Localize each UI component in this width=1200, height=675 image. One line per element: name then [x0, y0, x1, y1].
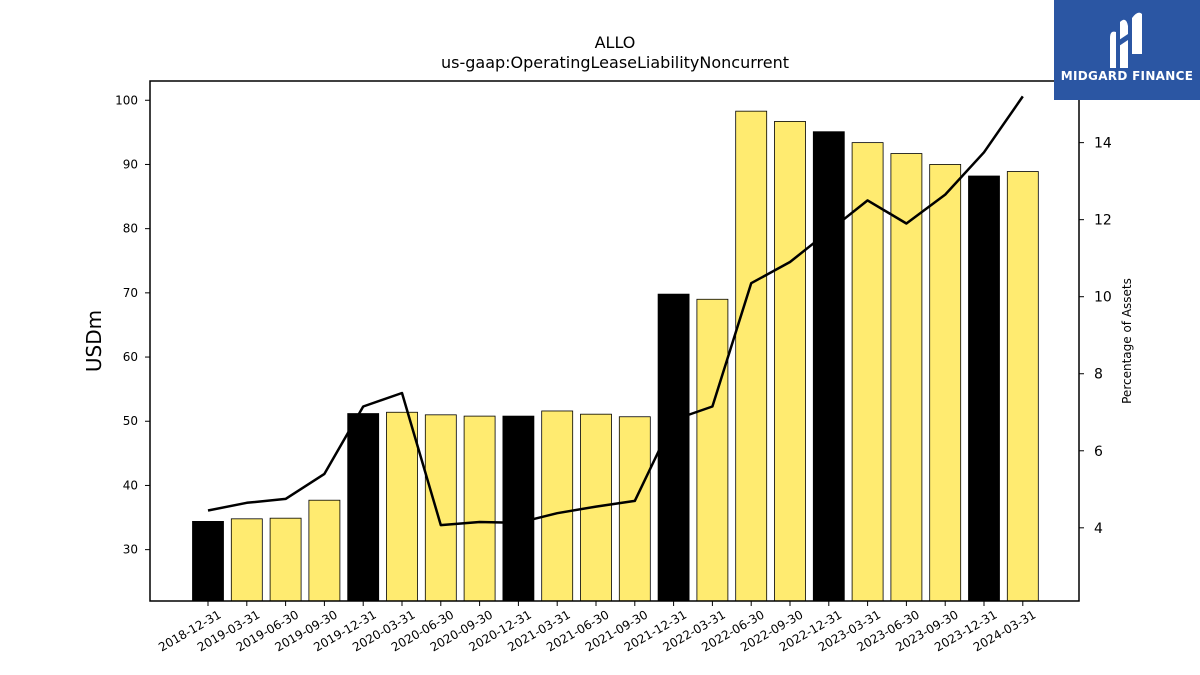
bar-2023-03-31 — [851, 142, 884, 602]
percentage-of-assets-line — [207, 95, 1024, 527]
right-axis: 4 6 8 10 12 14 — [1079, 136, 1112, 537]
plot-frame — [149, 80, 1080, 602]
y2-tick-label-4: 4 — [1094, 521, 1103, 537]
bar-2019-03-31 — [230, 518, 263, 602]
y2-tick-label-14: 14 — [1094, 136, 1112, 152]
y-axis-label: USDm — [82, 310, 106, 372]
y-tick-label-80: 80 — [123, 222, 138, 236]
y-tick-label-90: 90 — [123, 157, 138, 171]
bar-2023-06-30 — [890, 153, 923, 602]
midgard-m-icon — [1110, 12, 1142, 69]
bar-2019-06-30 — [269, 517, 302, 602]
y-tick-label-70: 70 — [123, 286, 138, 300]
bar-2020-06-30 — [424, 414, 457, 602]
bar-2022-12-31 — [812, 131, 845, 602]
bar-2022-06-30 — [735, 110, 768, 602]
line-group — [207, 95, 1024, 527]
bar-2021-03-31 — [541, 410, 574, 602]
y2-tick-label-6: 6 — [1094, 444, 1103, 460]
bar-2021-12-31 — [657, 293, 690, 602]
y-tick-label-60: 60 — [123, 350, 138, 364]
bar-2022-09-30 — [774, 121, 806, 602]
x-axis: 2018-12-312019-03-312019-06-302019-09-30… — [156, 601, 1038, 654]
bar-2023-12-31 — [968, 175, 1000, 602]
y2-tick-label-12: 12 — [1094, 213, 1112, 229]
bar-2019-12-31 — [347, 413, 380, 602]
chart-title: ALLO — [595, 33, 636, 52]
bar-2023-09-30 — [929, 164, 962, 602]
y2-axis-label: Percentage of Assets — [1120, 278, 1134, 404]
bar-2021-09-30 — [618, 416, 651, 602]
bar-2020-09-30 — [463, 415, 496, 602]
bar-2019-09-30 — [308, 499, 341, 602]
bar-2018-12-31 — [192, 520, 224, 602]
bars-group — [192, 110, 1039, 602]
bar-2020-12-31 — [502, 415, 535, 602]
y-tick-label-100: 100 — [115, 93, 138, 107]
bar-2024-03-31 — [1006, 171, 1039, 602]
bar-2022-03-31 — [696, 298, 729, 602]
midgard-finance-logo: MIDGARD FINANCE — [1054, 0, 1200, 100]
chart-subtitle: us-gaap:OperatingLeaseLiabilityNoncurren… — [441, 53, 789, 72]
y-tick-label-40: 40 — [123, 478, 138, 492]
left-axis: 30 40 50 60 70 80 90 100 — [115, 93, 150, 557]
bar-2020-03-31 — [386, 411, 418, 602]
y2-tick-label-8: 8 — [1094, 367, 1103, 383]
y2-tick-label-10: 10 — [1094, 290, 1112, 306]
y-tick-label-30: 30 — [123, 543, 138, 557]
logo-brand-text: MIDGARD FINANCE — [1060, 69, 1194, 83]
y-tick-label-50: 50 — [123, 414, 138, 428]
